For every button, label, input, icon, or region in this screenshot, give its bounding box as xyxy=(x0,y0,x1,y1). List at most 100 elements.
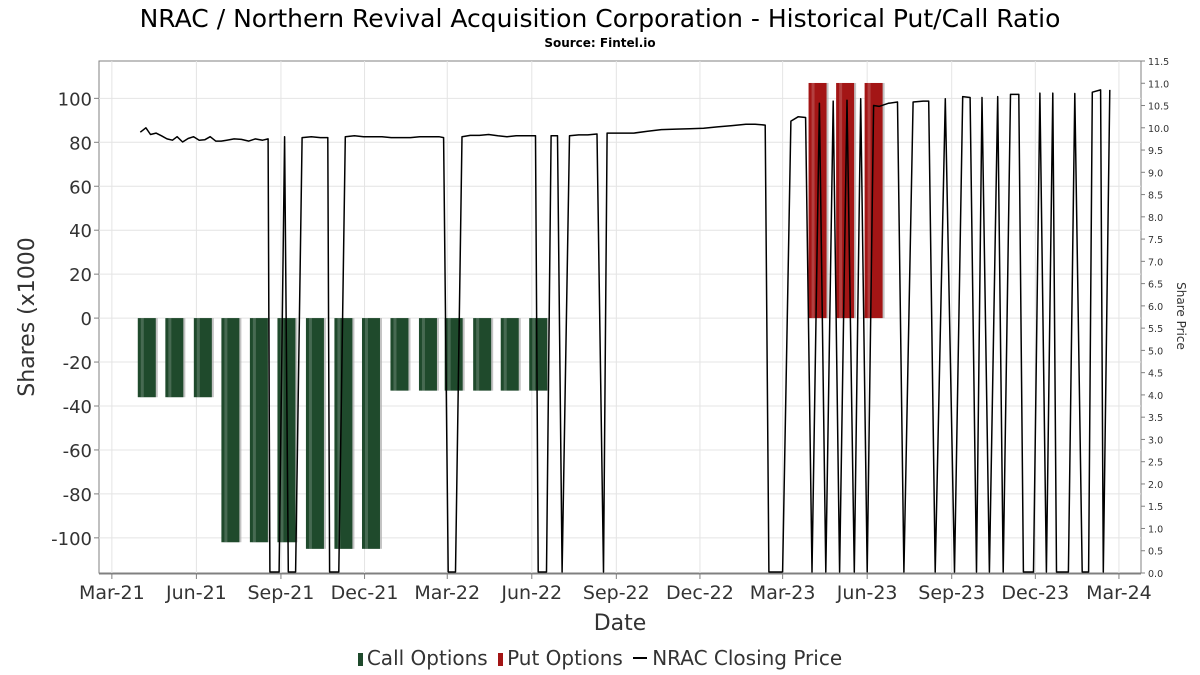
y-tick-label: -40 xyxy=(63,397,92,418)
y2-tick-label: 7.0 xyxy=(1148,257,1163,268)
call-options-bar-body xyxy=(221,318,240,543)
plot-background xyxy=(98,60,1142,574)
y-tick-label: -20 xyxy=(63,353,92,374)
bar-layer xyxy=(137,82,885,549)
legend: Call Options Put Options NRAC Closing Pr… xyxy=(0,646,1200,670)
y2-tick-label: 11.0 xyxy=(1148,79,1169,90)
call-options-bar-highlight xyxy=(196,318,200,398)
call-options-bar-highlight xyxy=(421,318,425,391)
call-options-bar xyxy=(305,318,326,549)
y2-tick-label: 11.5 xyxy=(1148,57,1169,68)
y-tick-label: 40 xyxy=(69,221,92,242)
y-axis-left: 100 80 60 40 20 0 -20 -40 -60 -80 -100 xyxy=(51,89,99,550)
put-options-bar-highlight xyxy=(811,82,815,319)
call-options-bar-highlight xyxy=(447,318,451,391)
y2-tick-label: 2.5 xyxy=(1148,458,1163,469)
y2-tick-label: 0.5 xyxy=(1148,547,1163,558)
call-options-bar xyxy=(418,318,439,391)
y2-tick-label: 0.0 xyxy=(1148,569,1163,580)
y-tick-label: -100 xyxy=(51,529,92,550)
x-tick-label: Sep-22 xyxy=(583,582,650,604)
call-options-bar-highlight xyxy=(337,318,341,549)
call-options-bar xyxy=(500,318,521,391)
put-options-bar xyxy=(864,82,885,319)
call-options-bar-body xyxy=(500,318,519,391)
y2-tick-label: 10.0 xyxy=(1148,124,1169,135)
x-tick-label: Sep-21 xyxy=(248,582,315,604)
x-tick-label: Dec-22 xyxy=(666,582,734,604)
x-axis-label: Date xyxy=(594,611,647,636)
call-options-bar-highlight xyxy=(252,318,256,543)
y-axis-label: Shares (x1000 xyxy=(15,237,40,397)
call-options-bar-body xyxy=(529,318,548,391)
y2-tick-label: 2.0 xyxy=(1148,480,1163,491)
x-tick-label: Mar-24 xyxy=(1086,582,1152,604)
call-options-bar-highlight xyxy=(532,318,536,391)
y2-tick-label: 6.5 xyxy=(1148,280,1163,291)
put-options-swatch xyxy=(498,653,504,666)
call-options-bar-body xyxy=(165,318,184,398)
call-options-bar-highlight xyxy=(364,318,368,549)
chart-subtitle: Source: Fintel.io xyxy=(544,36,655,50)
call-options-bar xyxy=(361,318,382,549)
y2-tick-label: 6.0 xyxy=(1148,302,1163,313)
x-tick-label: Dec-21 xyxy=(331,582,399,604)
call-options-bar xyxy=(334,318,355,549)
call-options-bar xyxy=(221,318,242,543)
put-options-bar-body xyxy=(864,82,883,319)
x-tick-label: Mar-23 xyxy=(750,582,816,604)
legend-price-label: NRAC Closing Price xyxy=(652,646,843,670)
y-tick-label: 100 xyxy=(58,89,92,110)
x-axis: Mar-21 Jun-21 Sep-21 Dec-21 Mar-22 Jun-22 Sep-… xyxy=(79,573,1152,604)
x-tick-label: Mar-22 xyxy=(414,582,480,604)
y-tick-label: -80 xyxy=(63,485,92,506)
y-axis-right: 0.0 0.5 1.0 1.5 2.0 2.5 3.0 3.5 4.0 4.5 5.0 5.5 6.0 6… xyxy=(1141,57,1169,580)
y-tick-label: -60 xyxy=(63,441,92,462)
call-options-bar-highlight xyxy=(476,318,480,391)
call-options-bar-body xyxy=(305,318,324,549)
call-options-bar-body xyxy=(418,318,437,391)
x-tick-label: Mar-21 xyxy=(79,582,145,604)
call-options-bar xyxy=(137,318,158,398)
legend-call-label: Call Options xyxy=(366,646,488,670)
call-options-bar-highlight xyxy=(140,318,144,398)
x-tick-label: Jun-21 xyxy=(165,582,227,604)
y2-tick-label: 9.0 xyxy=(1148,168,1163,179)
put-options-bar-highlight xyxy=(839,82,843,319)
y-tick-label: 20 xyxy=(69,265,92,286)
call-options-bar-highlight xyxy=(308,318,312,549)
call-options-bar-body xyxy=(473,318,492,391)
call-options-bar xyxy=(473,318,494,391)
y-tick-label: 80 xyxy=(69,133,92,154)
x-tick-label: Sep-23 xyxy=(918,582,985,604)
y2-tick-label: 10.5 xyxy=(1148,102,1169,113)
call-options-bar-body xyxy=(390,318,409,391)
legend-item-call-options: Call Options xyxy=(357,646,488,670)
call-options-bar xyxy=(193,318,214,398)
legend-item-put-options: Put Options xyxy=(498,646,623,670)
plot-area xyxy=(98,60,1142,574)
x-tick-label: Dec-23 xyxy=(1001,582,1069,604)
call-options-bar xyxy=(390,318,411,391)
call-options-bar-highlight xyxy=(393,318,397,391)
call-options-bar xyxy=(165,318,186,398)
y2-tick-label: 5.5 xyxy=(1148,324,1163,335)
call-options-bar-body xyxy=(361,318,380,549)
y2-tick-label: 5.0 xyxy=(1148,346,1163,357)
legend-put-label: Put Options xyxy=(507,646,623,670)
x-tick-label: Jun-22 xyxy=(500,582,562,604)
closing-price-line xyxy=(139,89,1111,573)
price-line-layer xyxy=(139,89,1111,573)
y2-tick-label: 3.5 xyxy=(1148,413,1163,424)
y2-tick-label: 4.0 xyxy=(1148,391,1163,402)
call-options-bar-highlight xyxy=(503,318,507,391)
legend-item-closing-price: NRAC Closing Price xyxy=(633,646,842,670)
call-options-bar-highlight xyxy=(280,318,284,543)
x-tick-label: Jun-23 xyxy=(836,582,898,604)
y2-tick-label: 1.5 xyxy=(1148,502,1163,513)
call-options-bar-highlight xyxy=(224,318,228,543)
call-options-bar xyxy=(249,318,270,543)
y2-tick-label: 8.0 xyxy=(1148,213,1163,224)
chart-title: NRAC / Northern Revival Acquisition Corp… xyxy=(140,4,1061,33)
call-options-bar-highlight xyxy=(168,318,172,398)
